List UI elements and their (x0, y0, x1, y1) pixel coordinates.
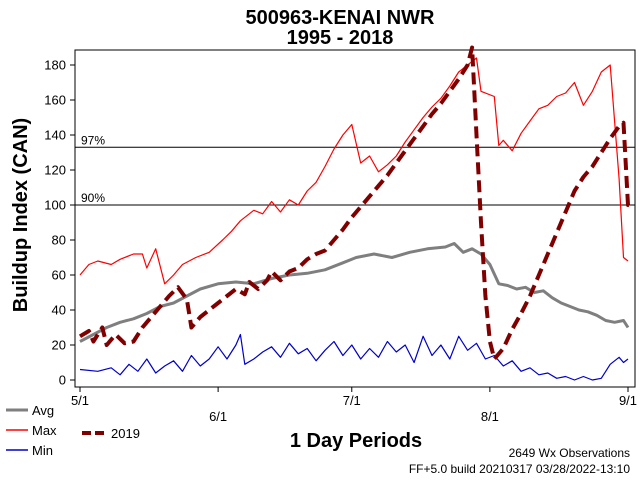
plot-frame (74, 49, 636, 388)
x-tick-label-0: 5/1 (71, 393, 89, 408)
y-tick-label-20: 20 (52, 338, 66, 353)
y-tick-label-40: 40 (52, 303, 66, 318)
x-axis-ticks: 5/1 6/1 7/1 8/1 9/1 (71, 387, 637, 424)
series-line-avg (79, 242, 630, 343)
legend-label-max: Max (32, 423, 57, 438)
y-tick-label-160: 160 (44, 93, 66, 108)
series-line-max (79, 57, 629, 285)
chart-title: 500963-KENAI NWR (246, 7, 436, 29)
x-tick-label-4: 9/1 (619, 393, 637, 408)
legend-label-min: Min (32, 443, 53, 458)
y-tick-label-140: 140 (44, 128, 66, 143)
reference-label-1: 90% (81, 191, 105, 205)
build-note: FF+5.0 build 20210317 03/28/2022-13:10 (409, 462, 631, 476)
legend-label-avg: Avg (32, 403, 54, 418)
y-axis-ticks: 0 20 40 60 80 100 120 140 160 180 (44, 58, 75, 388)
y-tick-label-180: 180 (44, 58, 66, 73)
x-axis-label: 1 Day Periods (290, 430, 422, 452)
series-line-2019 (78, 45, 633, 361)
series-line-min (79, 333, 629, 381)
reference-lines: 97% 90% (75, 133, 635, 206)
y-tick-label-80: 80 (52, 233, 66, 248)
y-tick-label-100: 100 (44, 198, 66, 213)
reference-label-0: 97% (81, 133, 105, 147)
y-tick-label-120: 120 (44, 163, 66, 178)
legend-label-2019: 2019 (111, 426, 140, 441)
legend: Avg Max 2019 Min (6, 403, 140, 458)
x-tick-label-3: 8/1 (481, 409, 499, 424)
series-group (78, 45, 633, 381)
x-tick-label-1: 6/1 (209, 409, 227, 424)
x-tick-label-2: 7/1 (343, 393, 361, 408)
y-tick-label-0: 0 (59, 373, 66, 388)
observations-note: 2649 Wx Observations (509, 446, 630, 460)
y-axis-label: Buildup Index (CAN) (10, 118, 32, 312)
chart-subtitle: 1995 - 2018 (287, 27, 394, 49)
y-tick-label-60: 60 (52, 268, 66, 283)
